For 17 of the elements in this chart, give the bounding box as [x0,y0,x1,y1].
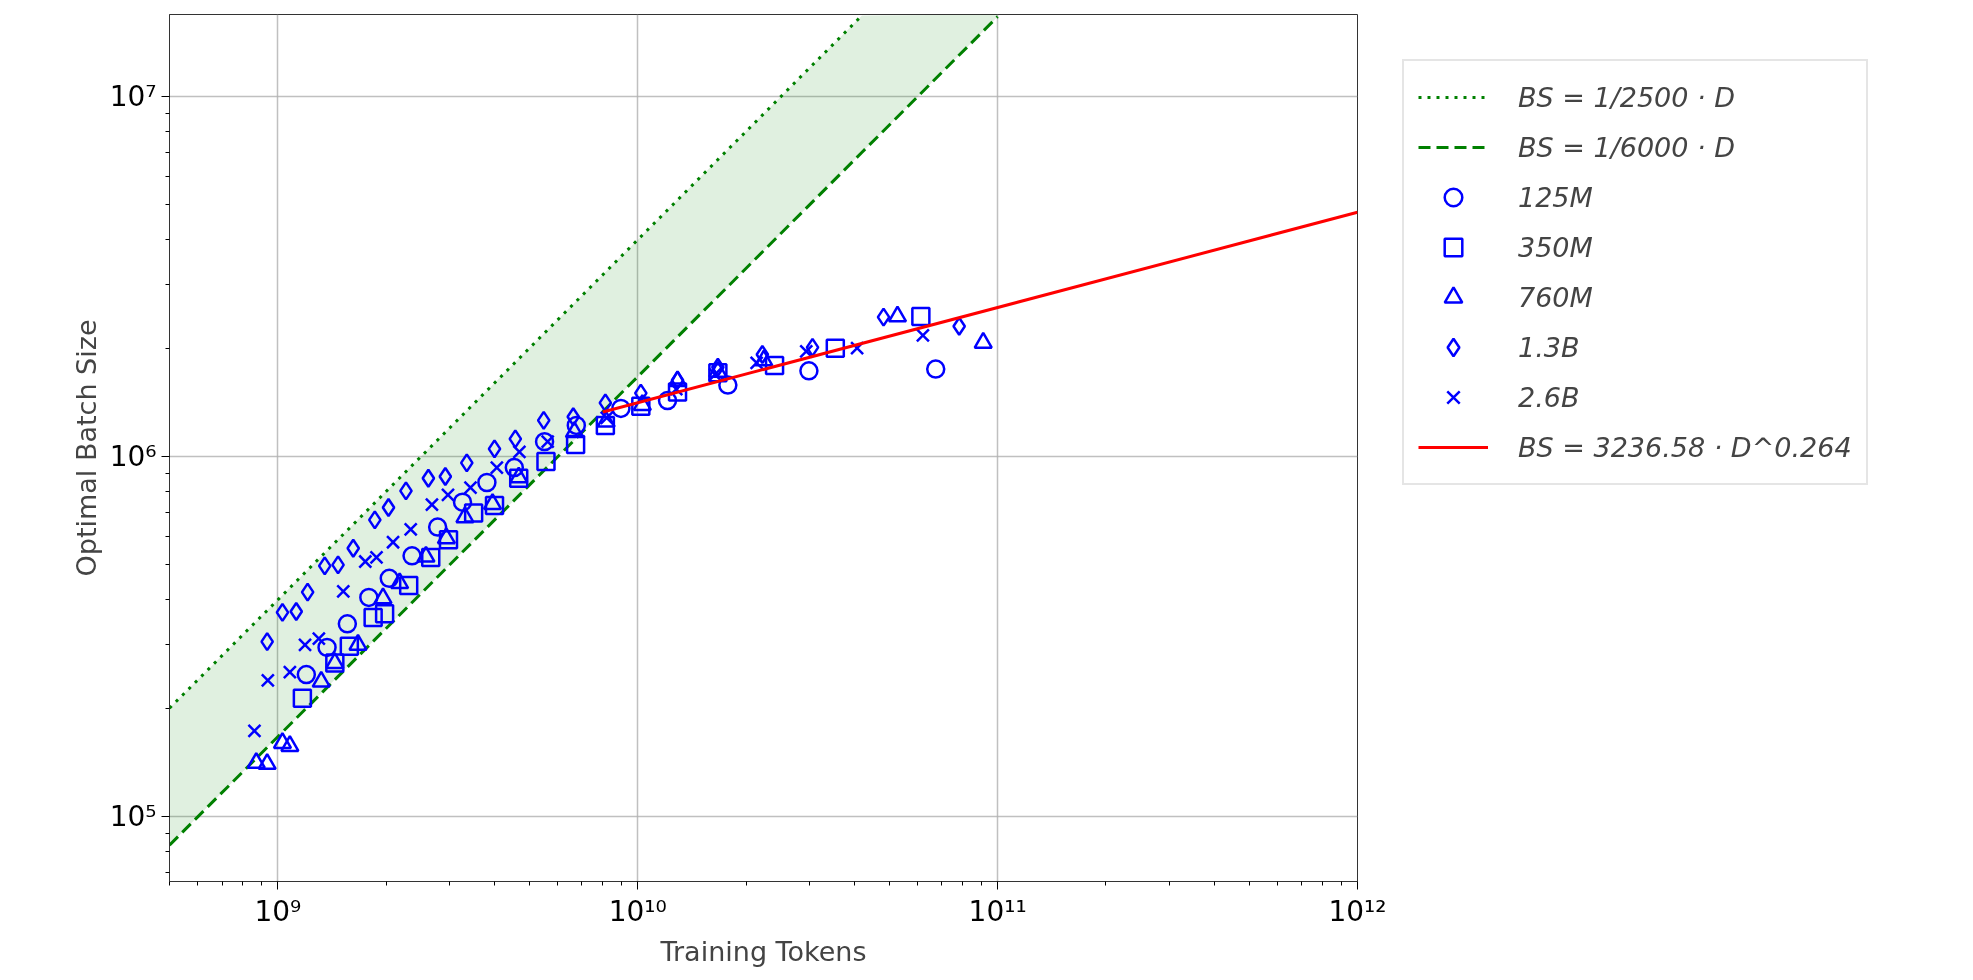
x-tick-label: 10¹⁰ [608,894,667,928]
legend-label: 1.3B [1518,331,1580,363]
legend-label: 125M [1518,181,1593,213]
x-tick-label: 10¹¹ [968,894,1027,928]
legend-label: BS = 1/2500 · D [1518,81,1735,113]
legend-label: 2.6B [1518,381,1580,413]
legend-label: BS = 1/6000 · D [1518,131,1735,163]
x-tick-label: 10¹² [1328,894,1387,928]
x-axis-title: Training Tokens [659,935,867,967]
y-tick-label: 10⁶ [109,440,157,474]
x-tick-label: 10⁹ [254,894,302,928]
y-axis-title: Optimal Batch Size [70,319,102,577]
y-tick-label: 10⁵ [109,800,157,834]
legend-label: BS = 3236.58 · D^0.264 [1518,431,1852,463]
y-tick-label: 10⁷ [109,80,157,114]
legend-label: 760M [1518,281,1593,313]
legend-label: 350M [1518,231,1593,263]
